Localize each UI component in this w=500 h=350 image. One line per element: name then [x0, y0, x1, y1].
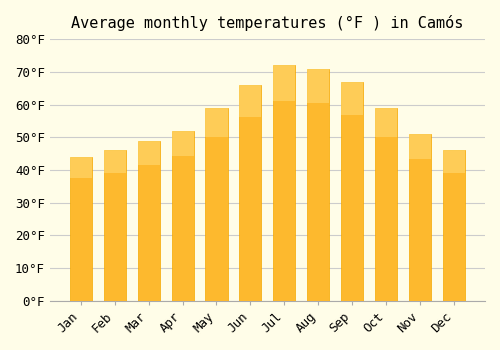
Bar	[240, 85, 262, 301]
Bar	[308, 69, 330, 301]
Bar	[70, 157, 92, 178]
Bar	[308, 69, 330, 103]
Bar	[70, 157, 92, 301]
Bar	[443, 150, 465, 173]
Bar	[375, 108, 398, 301]
Bar	[375, 108, 398, 137]
Bar	[104, 150, 126, 301]
Bar	[172, 131, 194, 301]
Bar	[443, 150, 465, 301]
Bar	[409, 134, 432, 301]
Title: Average monthly temperatures (°F ) in Camós: Average monthly temperatures (°F ) in Ca…	[71, 15, 464, 31]
Bar	[206, 108, 228, 137]
Bar	[138, 141, 160, 301]
Bar	[172, 131, 194, 156]
Bar	[104, 150, 126, 173]
Bar	[274, 65, 295, 301]
Bar	[342, 82, 363, 114]
Bar	[342, 82, 363, 301]
Bar	[138, 141, 160, 164]
Bar	[274, 65, 295, 100]
Bar	[240, 85, 262, 117]
Bar	[409, 134, 432, 159]
Bar	[206, 108, 228, 301]
